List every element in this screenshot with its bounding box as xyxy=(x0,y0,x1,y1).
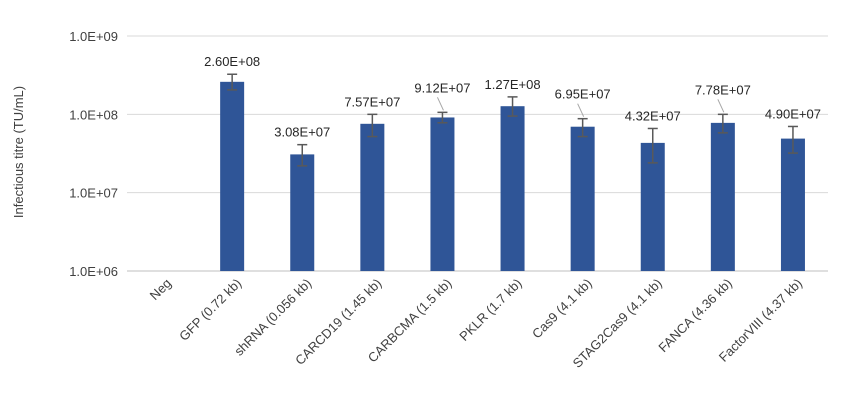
error-bar xyxy=(787,125,798,154)
error-bars xyxy=(227,73,798,167)
bar xyxy=(290,154,315,271)
data-label: 4.32E+07 xyxy=(625,108,681,123)
bar xyxy=(430,117,455,271)
bar xyxy=(780,138,805,271)
error-bar xyxy=(647,127,658,164)
bar xyxy=(710,122,735,272)
y-tick-label: 1.0E+06 xyxy=(69,264,118,279)
bar xyxy=(220,81,245,271)
error-bar xyxy=(507,96,518,117)
label-leader-line xyxy=(717,99,725,113)
error-bar xyxy=(437,111,448,124)
error-bar xyxy=(577,117,588,138)
data-label: 7.57E+07 xyxy=(344,94,400,109)
bars xyxy=(220,81,805,272)
data-label: 9.12E+07 xyxy=(414,80,470,95)
error-bar xyxy=(367,113,378,138)
label-callouts xyxy=(436,97,725,117)
error-bar xyxy=(717,113,728,134)
label-leader-line xyxy=(577,103,585,117)
bar xyxy=(640,142,665,271)
error-bar xyxy=(227,73,238,91)
error-bar xyxy=(297,143,308,167)
category-label: PKLR (1.7 kb) xyxy=(456,276,524,344)
y-tick-label: 1.0E+09 xyxy=(69,29,118,44)
data-label: 1.27E+08 xyxy=(485,77,541,92)
category-label: GFP (0.72 kb) xyxy=(176,276,244,344)
bar xyxy=(570,126,595,272)
label-leader-line xyxy=(436,97,444,111)
bar xyxy=(500,106,525,271)
y-axis-title: Infectious titre (TU/mL) xyxy=(11,86,26,218)
y-tick-labels: 1.0E+06 1.0E+07 1.0E+08 1.0E+09 xyxy=(69,29,118,279)
category-label: Cas9 (4.1 kb) xyxy=(529,276,595,342)
data-labels: 2.60E+08 3.08E+07 7.57E+07 9.12E+07 1.27E+08… xyxy=(204,54,821,139)
y-tick-label: 1.0E+08 xyxy=(69,107,118,122)
data-label: 2.60E+08 xyxy=(204,54,260,69)
y-tick-label: 1.0E+07 xyxy=(69,186,118,201)
category-label: FANCA (4.36 kb) xyxy=(655,276,735,356)
category-label: Neg xyxy=(147,276,174,303)
category-labels: Neg GFP (0.72 kb)shRNA (0.056 kb)CARCD19 … xyxy=(147,276,805,371)
data-label: 3.08E+07 xyxy=(274,125,330,140)
data-label: 6.95E+07 xyxy=(555,87,611,102)
bar xyxy=(360,123,385,271)
data-label: 7.78E+07 xyxy=(695,82,751,97)
data-label: 4.90E+07 xyxy=(765,106,821,121)
